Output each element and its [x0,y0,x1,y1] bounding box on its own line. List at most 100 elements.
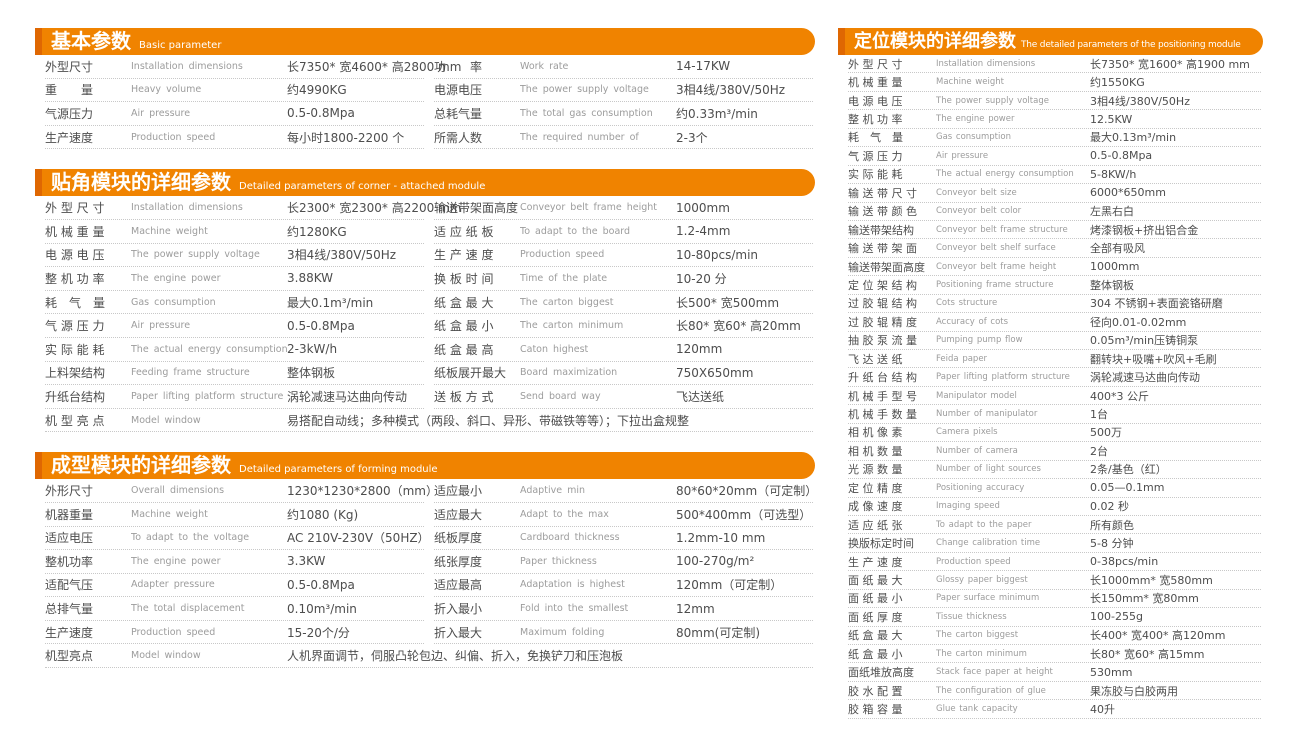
spec-label-zh: 定 位 精 度 [848,481,903,495]
spec-label-en: Positioning frame structure [936,279,1054,290]
spec-value: 2条/基色（红） [1090,463,1167,477]
spec-value: 1台 [1090,408,1108,422]
spec-row: 纸 盒 最 小 The carton minimum 长80* 宽60* 高15mm [848,645,1261,664]
spec-label-zh: 整 机 功 率 [45,271,105,286]
spec-column: 输送带架面高度 Conveyor belt frame height 1000mm 适… [434,196,813,409]
spec-value: 整体钢板 [287,366,336,381]
spec-value: 约4990KG [287,83,347,98]
section-forming-module: 成型模块的详细参数 Detailed parameters of forming… [35,452,817,669]
section-header: 定位模块的详细参数 The detailed parameters of the… [838,28,1263,55]
spec-label-zh: 总排气量 [45,602,94,617]
spec-row: 生产速度 Production speed 15-20个/分 [45,621,424,645]
spec-value: 100-255g [1090,610,1143,624]
spec-label-zh: 相 机 像 素 [848,426,903,440]
spec-row: 过 胶 辊 结 构 Cots structure 304 不锈钢+表面瓷铬研磨 [848,295,1261,314]
spec-label-en: Model window [131,650,201,662]
spec-label-zh: 上料架结构 [45,366,106,381]
spec-row: 外 型 尺 寸 Installation dimensions 长7350* 宽16… [848,55,1261,74]
spec-value: 120mm [676,342,723,357]
spec-value: 1000mm [676,200,730,215]
spec-label-en: Production speed [131,626,216,638]
spec-label-zh: 气 源 压 力 [848,149,903,163]
spec-value: 500*400mm（可选型） [676,507,812,522]
spec-value: 100-270g/m² [676,554,755,569]
spec-row: 整机功率 The engine power 3.3KW [45,550,424,574]
spec-value: 约1280KG [287,224,347,239]
spec-label-zh: 耗 气 量 [45,295,106,310]
spec-label-en: Conveyor belt shelf surface [936,243,1056,254]
section-title-zh: 贴角模块的详细参数 [51,170,231,195]
spec-label-zh: 外 型 尺 寸 [45,201,105,216]
spec-label-en: Fold into the smallest [520,603,629,615]
spec-label-zh: 重 量 [45,83,94,98]
spec-columns: 外 型 尺 寸 Installation dimensions 长7350* 宽16… [848,55,1261,719]
spec-row: 重 量 Heavy volume 约4990KG [45,79,424,103]
section-title-en: Basic parameter [139,40,222,51]
section-title-en: The detailed parameters of the positioni… [1021,40,1241,50]
spec-label-zh: 适应最高 [434,578,483,593]
spec-value: 15-20个/分 [287,625,350,640]
spec-row: 纸 盒 最 大 The carton biggest 长400* 宽400* 高12… [848,627,1261,645]
spec-row: 纸板厚度 Cardboard thickness 1.2mm-10 mm [434,527,813,551]
spec-label-en: The configuration of glue [936,685,1046,696]
spec-label-en: Adaptive min [520,485,585,497]
spec-row: 实 际 能 耗 The actual energy consumption 2-3k… [45,338,424,362]
section-title-zh: 成型模块的详细参数 [51,453,231,478]
spec-value: 1.2-4mm [676,224,731,239]
spec-label-zh: 折入最小 [434,602,483,617]
spec-row: 机器重量 Machine weight 约1080 (Kg) [45,503,424,527]
spec-row: 生产速度 Production speed 每小时1800-2200 个 [45,126,424,150]
spec-row: 上料架结构 Feeding frame structure 整体钢板 [45,362,424,386]
spec-row: 输送带架面高度 Conveyor belt frame height 1000mm [848,258,1261,277]
spec-row: 成 像 速 度 Imaging speed 0.02 秒 [848,498,1261,516]
spec-label-en: Tissue thickness [936,611,1007,622]
header-accent-bar [838,28,845,55]
left-column: 基本参数 Basic parameter 外型尺寸 Installation di… [35,28,817,739]
spec-row: 所需人数 The required number of 2-3个 [434,126,813,150]
spec-value: 3.88KW [287,271,334,286]
spec-label-en: Maximum folding [520,626,605,638]
spec-value: 约1550KG [1090,76,1145,90]
spec-value: 约1080 (Kg) [287,507,359,522]
spec-row: 适应最高 Adaptation is highest 120mm（可定制） [434,574,813,598]
spec-value: 0.05m³/min压铸铜泵 [1090,334,1199,348]
spec-label-en: Cardboard thickness [520,532,620,544]
spec-value: 3相4线/380V/50Hz [287,248,397,263]
spec-value: 5-8 分钟 [1090,537,1134,551]
spec-row: 耗 气 量 Gas consumption 最大0.13m³/min [848,129,1261,148]
section-body: 外型尺寸 Installation dimensions 长7350* 宽4600*… [35,55,815,150]
spec-label-en: Work rate [520,60,569,72]
spec-label-en: Paper surface minimum [936,593,1040,604]
spec-label-zh: 输送带架结构 [848,223,914,237]
spec-value: 3.3KW [287,554,326,569]
spec-label-zh: 生 产 速 度 [434,248,494,263]
spec-label-zh: 面纸堆放高度 [848,666,914,680]
spec-label-en: Cots structure [936,298,998,309]
spec-label-zh: 适 应 纸 板 [434,224,494,239]
spec-value: 0-38pcs/min [1090,555,1159,569]
spec-label-en: Machine weight [131,225,208,237]
spec-column: 外形尺寸 Overall dimensions 1230*1230*2800（mm）… [45,479,438,645]
spec-columns: 外型尺寸 Installation dimensions 长7350* 宽4600*… [45,55,813,150]
spec-label-zh: 机型亮点 [45,649,94,664]
spec-row: 输送带架结构 Conveyor belt frame structure 烤漆钢板+… [848,221,1261,240]
spec-row: 机 械 手 型 号 Manipulator model 400*3 公斤 [848,387,1261,406]
spec-row: 气 源 压 力 Air pressure 0.5-0.8Mpa [45,314,424,338]
spec-label-en: The actual energy consumption [131,343,287,355]
spec-label-en: Conveyor belt frame height [520,202,658,214]
spec-label-en: Conveyor belt size [936,187,1017,198]
spec-value: 3相4线/380V/50Hz [676,83,786,98]
spec-label-zh: 纸 盒 最 高 [434,342,494,357]
spec-row: 实 际 能 耗 The actual energy consumption 5-8K… [848,166,1261,185]
spec-label-zh: 适应电压 [45,531,94,546]
spec-label-en: Installation dimensions [936,58,1036,69]
spec-row: 机 型 亮 点 Model window 易搭配自动线；多种模式（两段、斜口、异形、… [45,409,813,433]
spec-row: 输 送 带 尺 寸 Conveyor belt size 6000*650mm [848,184,1261,203]
spec-label-en: To adapt to the paper [936,519,1032,530]
spec-label-en: Heavy volume [131,84,202,96]
spec-label-en: The total gas consumption [520,107,653,119]
spec-label-zh: 输送带架面高度 [434,201,519,216]
spec-value: 500万 [1090,426,1122,440]
spec-label-en: Stack face paper at height [936,667,1053,678]
